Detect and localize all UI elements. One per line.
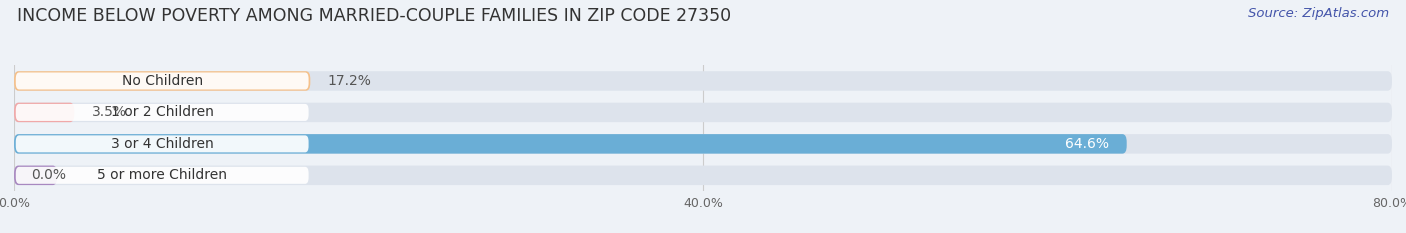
FancyBboxPatch shape (15, 72, 308, 89)
Text: INCOME BELOW POVERTY AMONG MARRIED-COUPLE FAMILIES IN ZIP CODE 27350: INCOME BELOW POVERTY AMONG MARRIED-COUPL… (17, 7, 731, 25)
FancyBboxPatch shape (15, 135, 308, 152)
FancyBboxPatch shape (14, 134, 1392, 154)
Text: 5 or more Children: 5 or more Children (97, 168, 228, 182)
FancyBboxPatch shape (14, 166, 1392, 185)
FancyBboxPatch shape (15, 104, 308, 121)
Text: 0.0%: 0.0% (31, 168, 66, 182)
FancyBboxPatch shape (14, 134, 1126, 154)
Text: Source: ZipAtlas.com: Source: ZipAtlas.com (1249, 7, 1389, 20)
FancyBboxPatch shape (14, 166, 58, 185)
Text: No Children: No Children (122, 74, 202, 88)
FancyBboxPatch shape (14, 103, 75, 122)
Text: 3 or 4 Children: 3 or 4 Children (111, 137, 214, 151)
Text: 3.5%: 3.5% (91, 105, 127, 120)
Text: 17.2%: 17.2% (328, 74, 371, 88)
FancyBboxPatch shape (15, 167, 308, 184)
FancyBboxPatch shape (14, 103, 1392, 122)
FancyBboxPatch shape (14, 71, 311, 91)
Text: 64.6%: 64.6% (1066, 137, 1109, 151)
Text: 1 or 2 Children: 1 or 2 Children (111, 105, 214, 120)
FancyBboxPatch shape (14, 71, 1392, 91)
